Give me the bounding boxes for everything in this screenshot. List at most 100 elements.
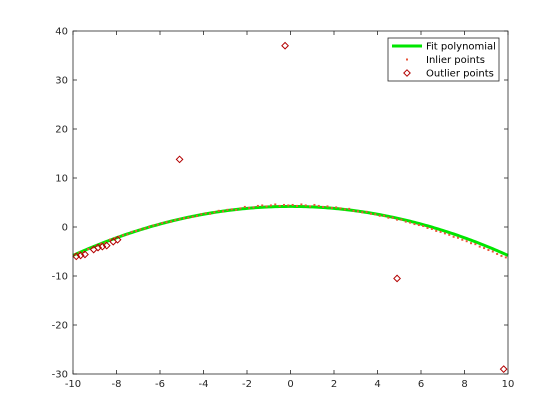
inlier-point: [374, 213, 377, 216]
inlier-point: [491, 250, 494, 253]
outlier-point: [102, 241, 111, 250]
inlier-point: [422, 225, 425, 228]
series-layer: [72, 41, 509, 374]
inlier-point: [243, 205, 246, 208]
inlier-point: [217, 209, 220, 212]
x-tick-label: -2: [242, 379, 252, 390]
inlier-point: [483, 247, 486, 250]
inlier-point: [235, 208, 238, 211]
y-tick-label: -30: [52, 370, 68, 381]
inlier-point: [274, 203, 277, 206]
x-tick-label: 4: [374, 379, 380, 390]
inlier-point: [291, 203, 294, 206]
legend: Fit polynomial Inlier points Outlier point…: [387, 37, 500, 82]
inlier-point: [226, 208, 229, 211]
inlier-point: [213, 211, 216, 214]
inlier-point: [443, 232, 446, 235]
inlier-point: [187, 216, 190, 219]
inlier-point: [435, 229, 438, 232]
inlier-point: [108, 238, 111, 241]
inlier-point: [78, 251, 81, 254]
inlier-point: [113, 237, 116, 240]
y-tick-label: -20: [52, 321, 68, 332]
inlier-point: [452, 235, 455, 238]
inlier-point: [396, 218, 399, 221]
inlier-point: [474, 243, 477, 246]
outlier-point: [175, 155, 184, 164]
inlier-point: [135, 229, 138, 232]
inlier-point: [439, 230, 442, 233]
inlier-point: [352, 209, 355, 212]
inlier-point: [122, 234, 125, 237]
inlier-point: [387, 216, 390, 219]
fit-polynomial-line: [72, 204, 509, 257]
outlier-point: [113, 235, 122, 244]
inlier-point: [496, 252, 499, 255]
legend-swatch-outlier: [403, 69, 411, 77]
inlier-point: [361, 211, 364, 214]
y-tick-label: 0: [62, 223, 68, 234]
x-tick-label: -8: [112, 379, 122, 390]
legend-label: Inlier points: [426, 55, 485, 66]
inlier-point: [191, 215, 194, 218]
legend-label: Fit polynomial: [426, 42, 496, 53]
y-tick-label: 20: [55, 125, 68, 136]
inlier-point: [209, 212, 212, 215]
inlier-point: [139, 228, 142, 231]
outlier-point: [94, 243, 102, 252]
inlier-point: [470, 242, 473, 245]
inlier-point: [413, 223, 416, 226]
inlier-point: [378, 214, 381, 217]
inlier-point: [282, 203, 285, 206]
inlier-point: [300, 203, 303, 206]
inlier-point: [261, 204, 264, 207]
inlier-point: [309, 205, 312, 208]
inlier-point: [500, 254, 503, 257]
inlier-point: [169, 220, 172, 223]
inlier-point: [296, 204, 299, 207]
y-tick-label: -10: [52, 272, 68, 283]
inlier-point: [178, 218, 181, 221]
inlier-point: [330, 206, 333, 209]
inlier-point: [256, 204, 259, 207]
x-tick-label: 2: [331, 379, 337, 390]
x-tick-label: 0: [287, 379, 293, 390]
inlier-point: [465, 240, 468, 243]
inlier-point: [200, 213, 203, 216]
inlier-point: [117, 235, 120, 238]
outlier-point: [81, 250, 89, 259]
inlier-point: [409, 221, 412, 224]
inlier-point: [182, 217, 185, 220]
inlier-point: [461, 238, 464, 241]
inlier-point: [230, 208, 233, 211]
inlier-point: [239, 207, 242, 210]
outlier-point: [72, 252, 81, 261]
x-tick-label: -4: [199, 379, 209, 390]
inlier-point: [152, 224, 155, 227]
inlier-point: [487, 249, 490, 252]
inlier-point: [287, 204, 290, 207]
inlier-point: [161, 222, 164, 225]
inlier-point: [248, 206, 251, 209]
legend-swatch-inlier: [406, 58, 408, 61]
inlier-point: [165, 221, 168, 224]
outlier-point: [499, 365, 508, 374]
inlier-point: [195, 214, 198, 217]
inlier-point: [143, 227, 146, 230]
inlier-point: [400, 218, 403, 221]
outlier-point: [98, 242, 107, 251]
inlier-point: [383, 214, 386, 217]
inlier-point: [317, 204, 320, 207]
inlier-point: [322, 205, 325, 208]
inlier-point: [269, 204, 272, 207]
inlier-point: [326, 205, 329, 208]
inlier-point: [456, 236, 459, 239]
inlier-point: [148, 226, 151, 228]
inlier-point: [222, 210, 225, 213]
legend-label: Outlier points: [426, 69, 494, 80]
inlier-point: [369, 212, 372, 215]
inlier-point: [335, 206, 338, 209]
outlier-point: [76, 251, 85, 260]
x-tick-label: 6: [418, 379, 424, 390]
x-tick-label: -10: [65, 379, 81, 390]
